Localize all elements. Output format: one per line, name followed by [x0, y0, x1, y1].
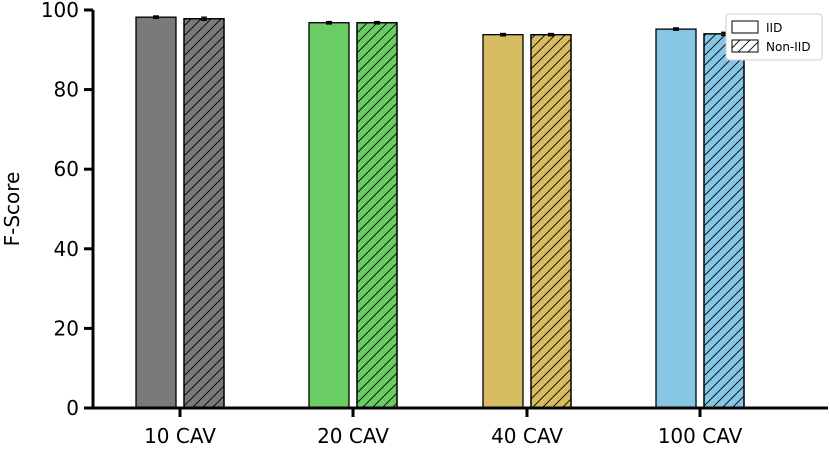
legend-label-non-iid: Non-IID — [766, 40, 811, 54]
y-tick-label: 40 — [54, 237, 79, 261]
bar-hatch-overlay — [703, 33, 745, 409]
x-tick-label: 100 CAV — [658, 424, 743, 448]
y-tick-label: 100 — [41, 0, 79, 22]
bar-iid-100-cav — [655, 28, 697, 409]
bar-hatch-overlay — [183, 18, 225, 409]
y-tick-label: 80 — [54, 78, 79, 102]
y-axis-title: F-Score — [0, 172, 24, 247]
x-tick-label: 40 CAV — [491, 424, 563, 448]
bar-iid-40-cav — [482, 34, 524, 409]
y-tick-label: 0 — [66, 396, 79, 420]
x-tick-label: 10 CAV — [144, 424, 216, 448]
y-tick-label: 60 — [54, 157, 79, 181]
bar-hatch-overlay — [356, 22, 398, 409]
bar-iid-20-cav — [308, 22, 350, 409]
bar-hatch-overlay — [530, 34, 572, 409]
legend-label-iid: IID — [766, 21, 782, 35]
legend-swatch-iid — [731, 20, 759, 34]
legend-swatch-hatch — [731, 39, 759, 53]
legend: IID Non-IID — [725, 13, 823, 61]
y-tick-label: 20 — [54, 316, 79, 340]
x-tick-label: 20 CAV — [317, 424, 389, 448]
bar-iid-10-cav — [135, 16, 177, 409]
